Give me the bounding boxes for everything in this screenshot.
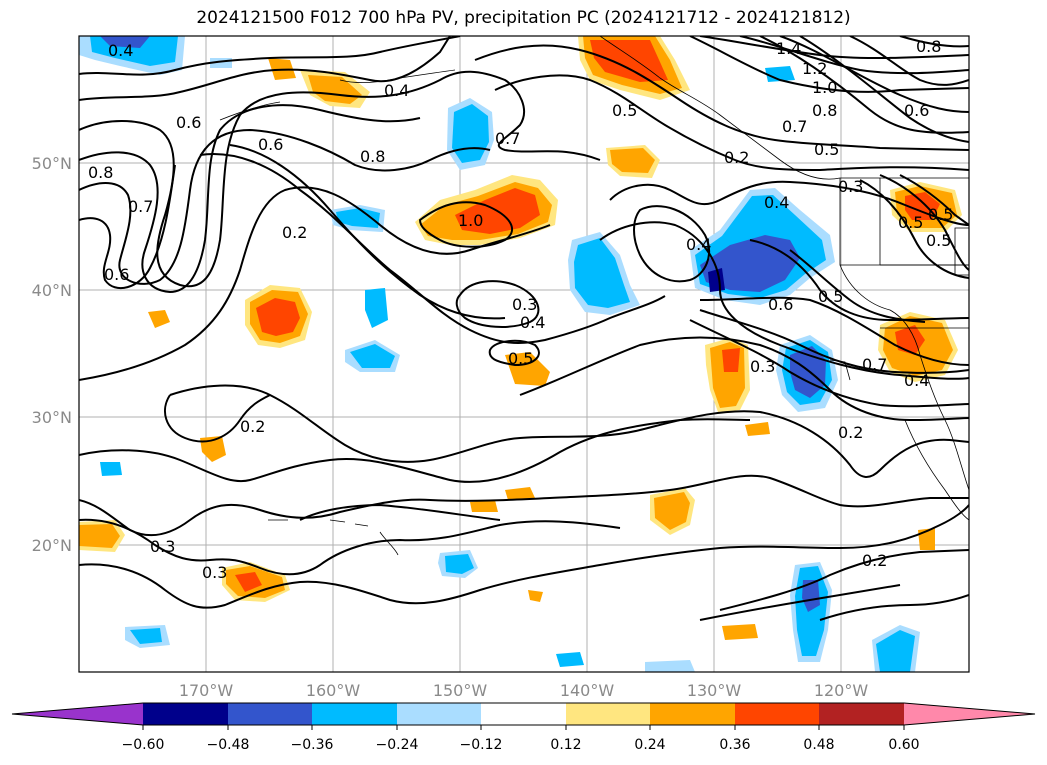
contour-label: 0.2 <box>862 551 887 570</box>
colorbar-segment <box>228 703 312 725</box>
contour-label: 0.8 <box>812 101 837 120</box>
contour-label: 0.2 <box>240 417 265 436</box>
colorbar-label: −0.12 <box>460 737 503 753</box>
contour-label: 0.4 <box>384 81 409 100</box>
colorbar-segment <box>735 703 819 725</box>
gridlines <box>79 36 969 672</box>
contour-label: 0.3 <box>838 177 863 196</box>
map-title: 2024121500 F012 700 hPa PV, precipitatio… <box>196 8 851 28</box>
colorbar-label: 0.60 <box>888 737 919 753</box>
contour-label: 0.8 <box>360 147 385 166</box>
contour-label: 1.2 <box>802 59 827 78</box>
contour-label: 0.8 <box>916 37 941 56</box>
contour-label: 1.0 <box>458 211 483 230</box>
colorbar-segment <box>481 703 566 725</box>
contour-label: 0.5 <box>612 101 637 120</box>
colorbar-label: −0.24 <box>376 737 419 753</box>
contour-label: 0.2 <box>724 148 749 167</box>
colorbar-segment <box>819 703 904 725</box>
contour-labels: 0.4 0.4 0.8 0.7 0.5 1.4 1.2 1.0 0.8 0.7 … <box>88 37 953 582</box>
colorbar-label: 0.24 <box>634 737 665 753</box>
latitude-labels: 50°N 40°N 30°N 20°N <box>32 154 72 555</box>
lat-label: 30°N <box>32 408 72 427</box>
colorbar-segment <box>650 703 735 725</box>
contour-label: 0.5 <box>508 349 533 368</box>
lat-label: 40°N <box>32 281 72 300</box>
lon-label: 170°W <box>179 681 234 700</box>
lon-label: 150°W <box>433 681 488 700</box>
coastlines <box>219 36 969 556</box>
contour-label: 0.3 <box>202 563 227 582</box>
contour-label: 0.7 <box>862 355 887 374</box>
lon-label: 130°W <box>687 681 742 700</box>
contour-label: 0.7 <box>128 197 153 216</box>
colorbar-label: −0.36 <box>291 737 334 753</box>
lat-label: 20°N <box>32 536 72 555</box>
contour-label: 0.4 <box>108 41 133 60</box>
contour-label: 0.5 <box>926 231 951 250</box>
precip-shading <box>79 36 962 672</box>
lon-label: 160°W <box>306 681 361 700</box>
contour-label: 0.6 <box>258 135 283 154</box>
contour-label: 0.3 <box>150 537 175 556</box>
colorbar-label: 0.12 <box>550 737 581 753</box>
contour-label: 0.6 <box>176 113 201 132</box>
contour-label: 0.6 <box>104 265 129 284</box>
contour-label: 0.8 <box>88 163 113 182</box>
contour-label: 0.5 <box>814 140 839 159</box>
colorbar-label: 0.36 <box>719 737 750 753</box>
lon-label: 140°W <box>560 681 615 700</box>
colorbar-label: 0.48 <box>803 737 834 753</box>
contour-label: 0.4 <box>764 193 789 212</box>
colorbar-label: −0.60 <box>122 737 165 753</box>
contour-label: 0.5 <box>928 205 953 224</box>
contour-label: 0.2 <box>282 223 307 242</box>
lat-label: 50°N <box>32 154 72 173</box>
plot-border <box>78 35 970 673</box>
contour-label: 0.3 <box>750 357 775 376</box>
contour-label: 0.2 <box>838 423 863 442</box>
contour-label: 0.6 <box>768 295 793 314</box>
contour-label: 0.7 <box>495 129 520 148</box>
contour-label: 1.4 <box>776 39 801 58</box>
colorbar-label: −0.48 <box>207 737 250 753</box>
contour-label: 0.4 <box>686 235 711 254</box>
colorbar-left-extension <box>12 703 143 725</box>
colorbar-segment <box>143 703 228 725</box>
contour-label: 0.5 <box>898 213 923 232</box>
contour-label: 1.0 <box>812 78 837 97</box>
longitude-labels: 170°W 160°W 150°W 140°W 130°W 120°W <box>179 681 869 700</box>
contour-label: 0.3 <box>512 295 537 314</box>
colorbar-segment <box>312 703 397 725</box>
contour-label: 0.4 <box>904 371 929 390</box>
colorbar-right-extension <box>904 703 1035 725</box>
contour-label: 0.7 <box>782 117 807 136</box>
contour-label: 0.6 <box>904 101 929 120</box>
lon-label: 120°W <box>814 681 869 700</box>
contour-label: 0.4 <box>520 313 545 332</box>
colorbar-segment <box>566 703 650 725</box>
colorbar-segment <box>397 703 481 725</box>
colorbar: −0.60 −0.48 −0.36 −0.24 −0.12 0.12 0.24 … <box>11 702 1036 753</box>
contour-label: 0.5 <box>818 287 843 306</box>
